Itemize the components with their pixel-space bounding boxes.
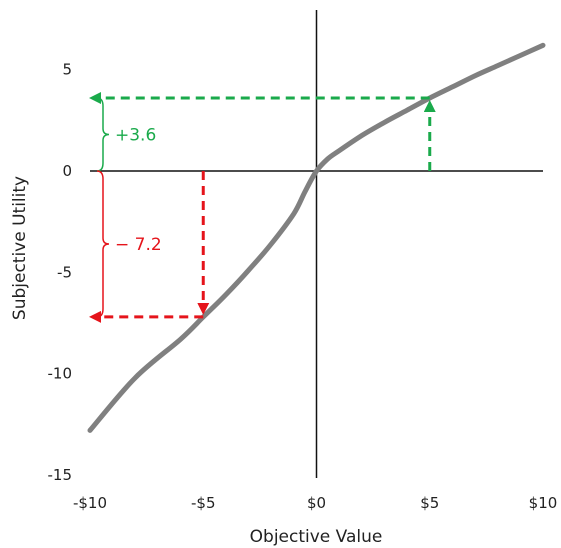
loss-label: − 7.2 xyxy=(115,235,162,255)
x-tick-label: $10 xyxy=(529,494,558,512)
x-tick-label: $0 xyxy=(307,494,326,512)
annotation-layer: +3.6 − 7.2 xyxy=(89,92,436,323)
x-tick-label: -$10 xyxy=(73,494,107,512)
y-tick-label: 0 xyxy=(62,162,72,180)
y-tick-label: -10 xyxy=(48,365,73,383)
gain-label: +3.6 xyxy=(115,126,156,146)
x-axis-title: Objective Value xyxy=(250,527,383,547)
x-tick-label: $5 xyxy=(420,494,439,512)
gain-brace xyxy=(96,97,110,172)
x-tick-label: -$5 xyxy=(191,494,216,512)
y-tick-label: 5 xyxy=(62,61,72,79)
y-tick-label: -5 xyxy=(57,263,72,281)
loss-brace xyxy=(96,170,110,318)
tick-layer: -$10 -$5 $0 $5 $10 5 0 -5 -10 -15 xyxy=(48,61,558,512)
y-axis-title: Subjective Utility xyxy=(10,176,30,320)
y-tick-label: -15 xyxy=(48,466,73,484)
